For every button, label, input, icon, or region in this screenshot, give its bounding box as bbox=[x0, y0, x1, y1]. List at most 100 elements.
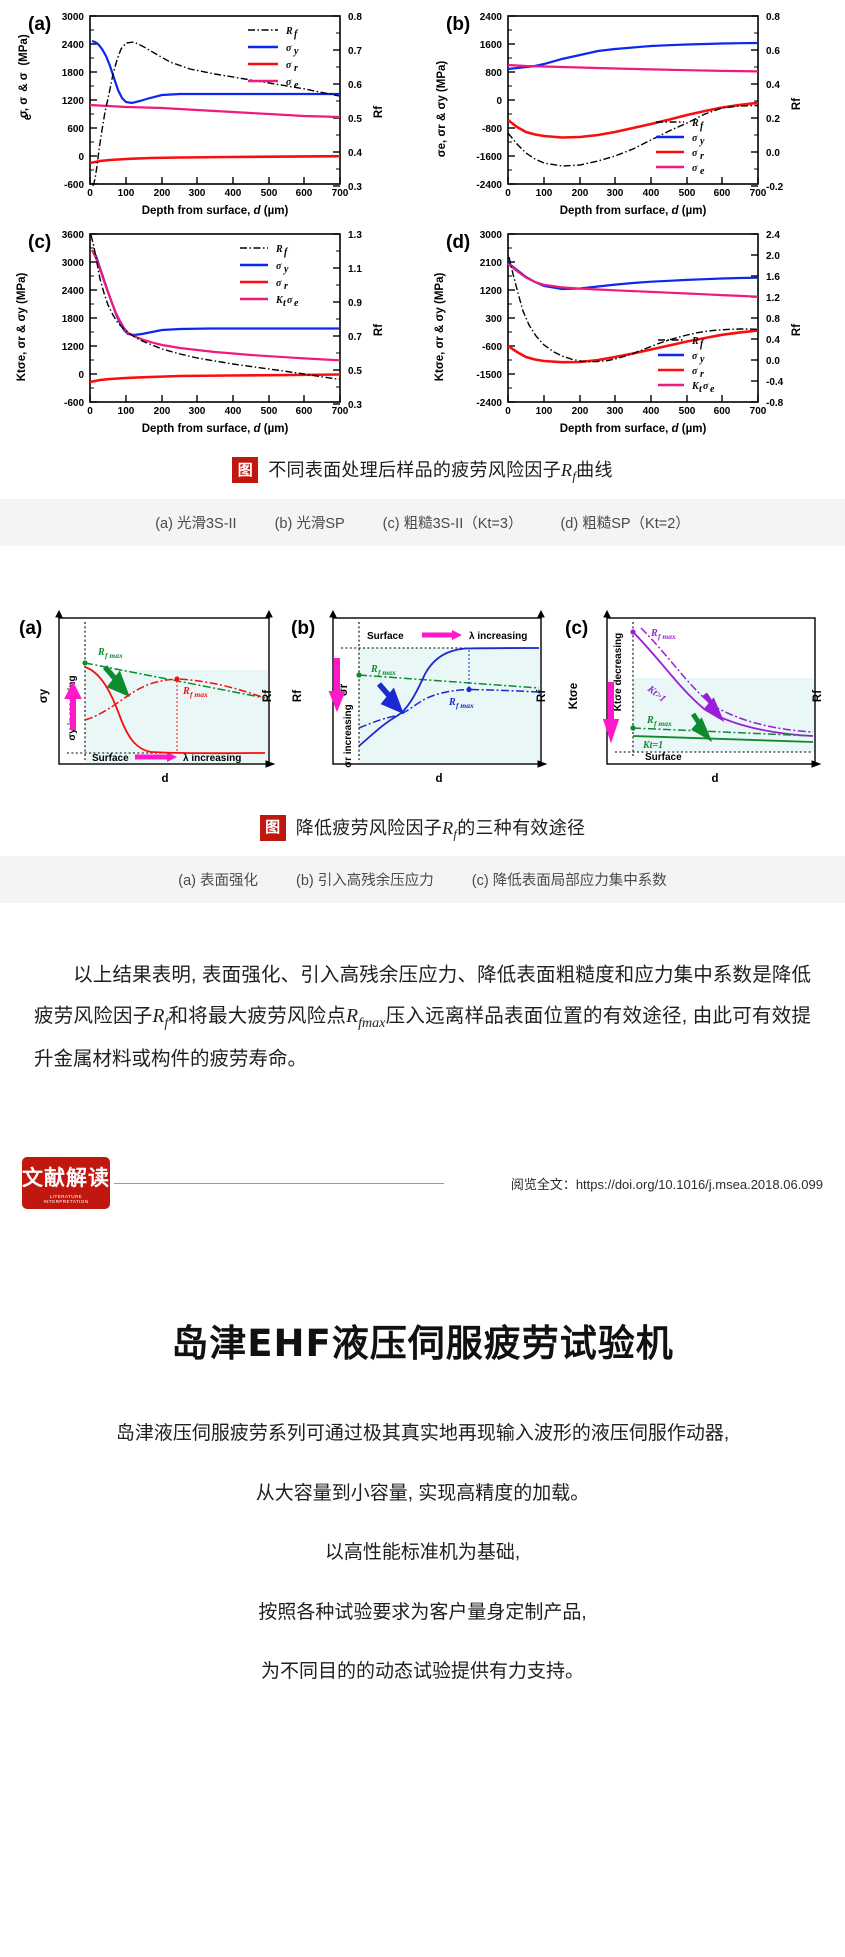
svg-text:0: 0 bbox=[505, 406, 511, 417]
svg-text:3000: 3000 bbox=[62, 12, 85, 23]
svg-text:f: f bbox=[294, 29, 299, 40]
schematic-a-lambda-arrowhead-icon bbox=[166, 751, 177, 762]
svg-text:-800: -800 bbox=[482, 124, 502, 135]
svg-text:3000: 3000 bbox=[480, 230, 503, 241]
schematic-b-green-dashdot-curve bbox=[358, 673, 539, 689]
figure2-subcaption-a: (a) 表面强化 bbox=[178, 873, 259, 890]
schematic-c-frame bbox=[605, 616, 816, 765]
svg-text:0.5: 0.5 bbox=[348, 114, 362, 125]
svg-text:2.0: 2.0 bbox=[766, 251, 780, 262]
chart-c-ylabel-left: K­tσe, σr & σy (MPa) bbox=[16, 273, 28, 382]
schematic-c-xlabel: d bbox=[711, 773, 718, 785]
svg-text:0: 0 bbox=[87, 188, 93, 199]
chart-a-series-rf bbox=[92, 41, 340, 187]
chart-a-series-sigma-r bbox=[89, 154, 341, 165]
chart-a-ylabel-left: σ bbox=[18, 110, 30, 118]
svg-text:300: 300 bbox=[189, 406, 206, 417]
svg-text:e: e bbox=[710, 384, 715, 395]
chart-b-xaxis: 0 100 200 300 400 500 600 700 bbox=[505, 177, 767, 199]
figure2-subcaption-b: (b) 引入高残余压应力 bbox=[296, 873, 434, 890]
svg-text:1200: 1200 bbox=[62, 96, 85, 107]
logo-main-text: 文献解读 bbox=[22, 1165, 110, 1190]
paragraph-sym-rfmax: R bbox=[346, 1006, 359, 1028]
schematic-c-purple-solid-curve bbox=[631, 630, 813, 737]
svg-text:σ: σ bbox=[286, 77, 292, 88]
svg-text:R: R bbox=[275, 244, 283, 255]
schematic-b-green-rfmax-sub: f max bbox=[378, 668, 396, 677]
svg-text:2400: 2400 bbox=[62, 286, 85, 297]
schematic-c-green-rfmax-label: R bbox=[646, 715, 654, 726]
svg-text:f: f bbox=[700, 339, 705, 350]
svg-text:0.6: 0.6 bbox=[766, 46, 780, 57]
panel-label-d: (d) bbox=[446, 232, 470, 253]
chart-a-ylabel-left-rest2: & σ bbox=[18, 72, 30, 92]
svg-text:2400: 2400 bbox=[480, 12, 503, 23]
svg-text:e: e bbox=[294, 298, 299, 309]
chart-a-ylabel-right: Rf bbox=[373, 106, 385, 118]
svg-text:500: 500 bbox=[679, 406, 696, 417]
schematic-a-surface-label: Surface bbox=[92, 753, 129, 764]
svg-text:f: f bbox=[700, 121, 705, 132]
schematic-b-blue-rfmax-label: R bbox=[448, 697, 456, 708]
svg-text:0: 0 bbox=[505, 188, 511, 199]
svg-text:0.3: 0.3 bbox=[348, 182, 362, 193]
schematic-c-purple-point bbox=[629, 628, 636, 635]
schematic-b-blue-arrow-icon bbox=[376, 681, 404, 714]
svg-text:200: 200 bbox=[572, 406, 589, 417]
svg-text:0: 0 bbox=[78, 152, 84, 163]
svg-text:0.5: 0.5 bbox=[348, 366, 362, 377]
svg-text:r: r bbox=[700, 369, 704, 380]
svg-text:σ: σ bbox=[703, 381, 709, 392]
paragraph-part1: 以上结果表明, 表面强化、引入高残余压应力、降低表面粗糙度和应力集中系数是降低疲… bbox=[34, 964, 811, 1028]
chart-d-series-kt-sigma-e bbox=[507, 263, 759, 298]
svg-text:-600: -600 bbox=[482, 342, 502, 353]
chart-c-xlabel: Depth from surface, d (µm) bbox=[142, 423, 289, 435]
source-link-text[interactable]: 阅览全文：https://doi.org/10.1016/j.msea.2018… bbox=[510, 1176, 823, 1192]
svg-text:1800: 1800 bbox=[62, 68, 85, 79]
figure1-subcaption-bar: (a) 光滑3S-II (b) 光滑SP (c) 粗糙3S-II（Kt=3） (… bbox=[0, 498, 845, 546]
svg-text:2100: 2100 bbox=[480, 258, 503, 269]
svg-text:400: 400 bbox=[225, 188, 242, 199]
figure1-subcaption-b: (b) 光滑SP bbox=[274, 515, 345, 532]
source-divider bbox=[114, 1182, 444, 1184]
svg-text:σ: σ bbox=[287, 295, 293, 306]
schematic-c-green-rfmax-sub: f max bbox=[654, 719, 672, 728]
paragraph-sym-rf: R bbox=[152, 1006, 165, 1028]
svg-text:1.6: 1.6 bbox=[766, 272, 780, 283]
chart-d-svg: (d) K­tσe, σr & σy (MPa) 3000 2100 1200 … bbox=[434, 230, 803, 435]
svg-text:0: 0 bbox=[78, 370, 84, 381]
svg-text:r: r bbox=[294, 63, 298, 74]
svg-text:K: K bbox=[275, 295, 284, 306]
schematic-c-surface-label: Surface bbox=[645, 752, 682, 763]
schematic-c-kt-eq1-label: Kt=1 bbox=[642, 740, 663, 751]
svg-text:-1600: -1600 bbox=[476, 152, 502, 163]
figure2-badge-icon: 图 bbox=[259, 814, 286, 841]
chart-b-yaxis-right: 0.8 0.6 0.4 0.2 0.0 -0.2 bbox=[751, 12, 784, 193]
figure1-caption-pre: 不同表面处理后样品的疲劳风险因子 bbox=[268, 460, 562, 480]
svg-text:200: 200 bbox=[154, 406, 171, 417]
figure2-caption-post: 的三种有效途径 bbox=[457, 817, 586, 838]
figure1-subcaption-a: (a) 光滑3S-II bbox=[155, 515, 237, 532]
figure2-subcaption-c: (c) 降低表面局部应力集中系数 bbox=[471, 873, 667, 890]
svg-text:1800: 1800 bbox=[62, 314, 85, 325]
svg-text:-0.2: -0.2 bbox=[766, 182, 784, 193]
svg-text:0: 0 bbox=[87, 406, 93, 417]
schematic-a-lambda-label: λ increasing bbox=[183, 753, 241, 764]
figure2-caption-symbol: R bbox=[442, 817, 454, 838]
svg-text:σ: σ bbox=[286, 60, 292, 71]
svg-text:2.4: 2.4 bbox=[766, 230, 780, 241]
svg-text:700: 700 bbox=[750, 188, 767, 199]
body-paragraph: 以上结果表明, 表面强化、引入高残余压应力、降低表面粗糙度和应力集中系数是降低疲… bbox=[34, 955, 811, 1079]
chart-c-xaxis: 0 100 200 300 400 500 600 700 bbox=[87, 395, 349, 417]
svg-text:0.0: 0.0 bbox=[766, 148, 780, 159]
promo-line-5: 为不同目的的动态试验提供有力支持。 bbox=[260, 1661, 584, 1683]
svg-text:f: f bbox=[284, 247, 289, 258]
schematic-a-red-rfmax-sub: f max bbox=[190, 690, 208, 699]
chart-a-ylabel-left-unit: (MPa) bbox=[18, 34, 30, 65]
chart-a-ylabel-left-sub: e bbox=[22, 114, 34, 120]
svg-text:300: 300 bbox=[189, 188, 206, 199]
chart-a-svg: (a) σ e , σ & σ (MPa) 3000 2400 1800 120… bbox=[18, 12, 385, 217]
svg-text:-2400: -2400 bbox=[476, 398, 502, 409]
promo-title: 岛津EHF液压伺服疲劳试验机 bbox=[171, 1322, 674, 1366]
schematic-c-purple-rfmax-label: R bbox=[650, 628, 658, 639]
